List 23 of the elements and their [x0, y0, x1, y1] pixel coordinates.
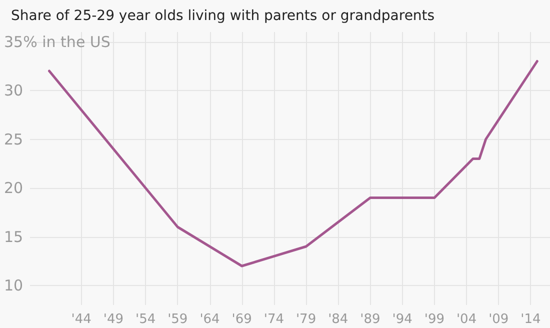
- x-tick-label: '94: [392, 312, 412, 327]
- x-tick-label: '49: [103, 312, 124, 327]
- x-tick-label: '09: [488, 312, 509, 327]
- x-tick-label: '79: [296, 312, 316, 327]
- x-tick-label: '44: [71, 312, 92, 327]
- x-tick-label: '74: [264, 312, 284, 327]
- y-tick-label: 35% in the US: [4, 32, 110, 51]
- x-tick-label: '54: [135, 312, 156, 327]
- y-tick-label: 15: [4, 228, 24, 246]
- x-tick-label: '59: [168, 312, 188, 327]
- x-tick-label: '04: [456, 312, 477, 327]
- x-tick-label: '69: [232, 312, 252, 327]
- y-tick-label: 25: [4, 130, 24, 148]
- x-tick-label: '89: [360, 312, 380, 327]
- line-series: [48, 60, 538, 268]
- x-tick-label: '14: [520, 312, 541, 327]
- y-tick-label: 10: [4, 276, 24, 294]
- y-tick-label: 30: [4, 82, 24, 100]
- x-tick-label: '84: [328, 312, 348, 327]
- chart-title: Share of 25-29 year olds living with parents or grandparents: [11, 8, 435, 24]
- y-tick-label: 20: [4, 179, 24, 197]
- x-tick-label: '99: [424, 312, 445, 327]
- x-tick-label: '64: [200, 312, 220, 327]
